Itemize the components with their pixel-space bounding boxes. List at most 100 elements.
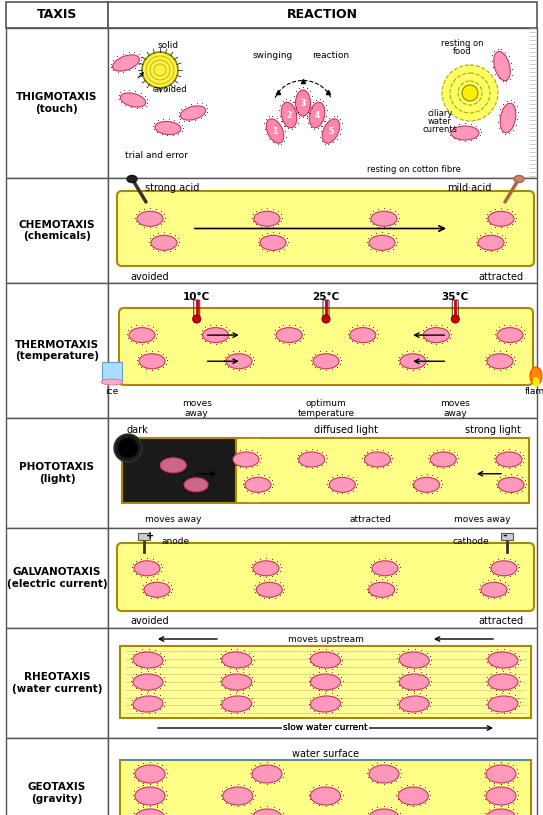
Text: flame: flame: [525, 387, 543, 397]
Ellipse shape: [252, 765, 282, 783]
Text: temperature: temperature: [298, 408, 355, 417]
Bar: [6, 28, 108, 178]
Bar: [6, 628, 108, 738]
Text: CHEMOTAXIS
(chemicals): CHEMOTAXIS (chemicals): [19, 220, 95, 241]
Text: away: away: [185, 408, 209, 417]
Text: slow water current: slow water current: [283, 724, 368, 733]
Text: 5: 5: [329, 126, 333, 135]
Bar: [252, 438, 254, 503]
Ellipse shape: [281, 102, 297, 128]
Bar: [6, 738, 108, 815]
Ellipse shape: [245, 478, 271, 492]
Ellipse shape: [133, 696, 163, 712]
Bar: [6, 528, 108, 628]
Bar: [258, 438, 260, 503]
Ellipse shape: [223, 787, 252, 805]
Text: ice: ice: [105, 387, 118, 397]
Text: 25°C: 25°C: [312, 292, 339, 302]
Ellipse shape: [486, 787, 516, 805]
Ellipse shape: [494, 51, 510, 81]
Ellipse shape: [184, 478, 208, 491]
Ellipse shape: [135, 809, 165, 815]
Ellipse shape: [481, 582, 507, 597]
Text: REACTION: REACTION: [287, 8, 358, 21]
Ellipse shape: [252, 809, 282, 815]
Text: reaction: reaction: [312, 51, 350, 60]
Ellipse shape: [488, 696, 518, 712]
Ellipse shape: [276, 328, 302, 342]
Text: TAXIS: TAXIS: [37, 8, 77, 21]
Text: water: water: [428, 117, 452, 126]
Ellipse shape: [309, 102, 325, 128]
Ellipse shape: [487, 354, 513, 368]
Circle shape: [322, 315, 330, 323]
Ellipse shape: [253, 561, 279, 576]
Ellipse shape: [112, 55, 140, 71]
Circle shape: [442, 65, 498, 121]
Text: THIGMOTAXIS
(touch): THIGMOTAXIS (touch): [16, 92, 98, 114]
Bar: [108, 738, 537, 815]
Ellipse shape: [400, 354, 426, 368]
Ellipse shape: [424, 328, 450, 342]
Ellipse shape: [486, 809, 516, 815]
Ellipse shape: [399, 696, 429, 712]
Ellipse shape: [127, 175, 137, 183]
Bar: [243, 438, 245, 503]
Text: GALVANOTAXIS
(electric current): GALVANOTAXIS (electric current): [7, 567, 108, 588]
Text: resting on: resting on: [441, 39, 483, 49]
Bar: [120, 744, 531, 760]
Ellipse shape: [311, 696, 340, 712]
Bar: [237, 438, 239, 503]
Text: currents: currents: [422, 125, 458, 134]
Ellipse shape: [372, 561, 398, 576]
Ellipse shape: [369, 765, 399, 783]
FancyBboxPatch shape: [119, 308, 533, 385]
Text: optimum: optimum: [306, 399, 346, 408]
Circle shape: [118, 438, 138, 458]
Bar: [138, 533, 150, 540]
Text: moves: moves: [182, 399, 212, 408]
Ellipse shape: [369, 236, 395, 250]
FancyBboxPatch shape: [117, 543, 534, 611]
Ellipse shape: [151, 236, 177, 250]
Text: moves upstream: moves upstream: [288, 635, 363, 644]
Text: trial and error: trial and error: [124, 152, 187, 161]
Text: water surface: water surface: [292, 749, 359, 759]
Ellipse shape: [371, 211, 397, 227]
Text: 4: 4: [314, 111, 320, 120]
Text: diffused light: diffused light: [314, 425, 378, 435]
Bar: [501, 533, 513, 540]
Ellipse shape: [139, 354, 165, 368]
Ellipse shape: [369, 809, 399, 815]
Bar: [255, 438, 257, 503]
Bar: [6, 178, 108, 283]
Ellipse shape: [266, 119, 284, 143]
Ellipse shape: [414, 478, 440, 492]
Bar: [6, 2, 108, 28]
Ellipse shape: [222, 696, 252, 712]
Text: away: away: [444, 408, 467, 417]
Text: ciliary: ciliary: [427, 108, 453, 117]
Bar: [120, 646, 531, 718]
Ellipse shape: [133, 652, 163, 668]
Ellipse shape: [486, 765, 516, 783]
Text: -: -: [503, 531, 507, 541]
Ellipse shape: [451, 126, 479, 140]
Ellipse shape: [311, 787, 340, 805]
Bar: [108, 528, 537, 628]
Text: dark: dark: [126, 425, 148, 435]
Ellipse shape: [233, 452, 259, 467]
Text: 3: 3: [300, 99, 306, 108]
Circle shape: [193, 315, 201, 323]
Ellipse shape: [311, 652, 340, 668]
Bar: [6, 418, 108, 528]
Ellipse shape: [311, 674, 340, 690]
Bar: [240, 438, 242, 503]
Text: strong acid: strong acid: [145, 183, 199, 193]
Text: THERMOTAXIS
(temperature): THERMOTAXIS (temperature): [15, 340, 99, 361]
Bar: [6, 283, 108, 418]
Ellipse shape: [398, 787, 428, 805]
Ellipse shape: [137, 211, 163, 227]
Ellipse shape: [497, 328, 523, 342]
Bar: [249, 438, 251, 503]
